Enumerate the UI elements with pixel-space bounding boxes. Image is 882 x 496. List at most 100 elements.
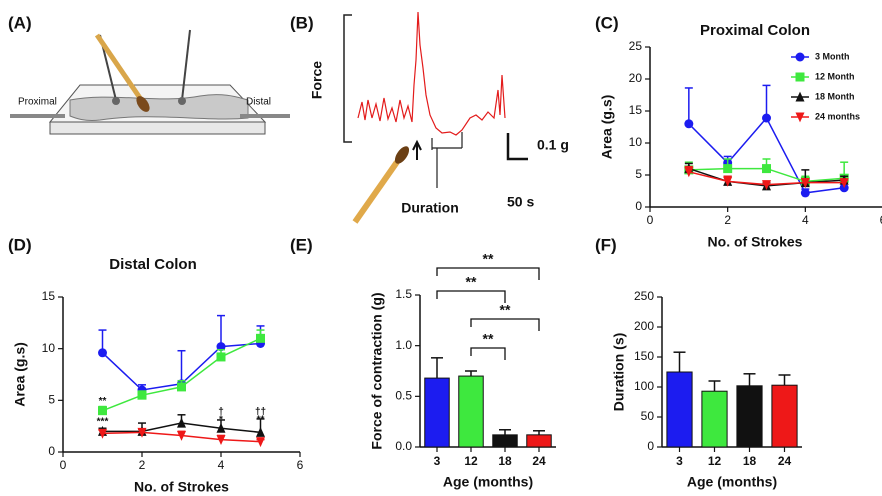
x-tick-label: 12 [464, 454, 478, 468]
annotation: ** [466, 274, 477, 290]
marker [216, 342, 226, 352]
y-tick-label: 15 [42, 289, 56, 303]
x-axis-label: No. of Strokes [134, 479, 229, 495]
x-tick-label: 0 [60, 458, 67, 472]
x-tick-label: 24 [532, 454, 546, 468]
bar [458, 375, 484, 448]
marker [98, 406, 107, 416]
y-tick-label: 200 [634, 319, 654, 333]
annotation: * [219, 415, 223, 426]
marker [800, 178, 810, 189]
force-trace [357, 11, 506, 136]
marker [684, 167, 694, 178]
x-tick-label: 24 [778, 454, 792, 468]
marker [98, 348, 107, 358]
x-axis-label: No. of Strokes [708, 234, 803, 250]
bar [771, 384, 798, 448]
legend-label: 12 Month [815, 71, 855, 81]
x-tick-label: 6 [880, 213, 882, 227]
legend-label: 3 Month [815, 51, 850, 61]
legend-label: 18 Month [815, 91, 855, 101]
x-tick-label: 6 [297, 458, 304, 472]
panel-label: (D) [8, 235, 32, 254]
x-tick-label: 18 [743, 454, 757, 468]
annotation: ** [257, 415, 265, 426]
marker [839, 178, 849, 189]
scale-bar [506, 133, 528, 161]
marker [216, 352, 226, 362]
marker [177, 430, 186, 441]
marker [177, 417, 186, 428]
marker [177, 382, 186, 392]
marker [137, 390, 147, 400]
duration-marker [431, 132, 463, 188]
panel-label: (C) [595, 13, 619, 32]
significance-bracket [436, 290, 506, 303]
x-tick-label: 3 [434, 454, 441, 468]
annotation: ** [483, 331, 494, 347]
x-tick-label: 2 [139, 458, 146, 472]
bar [424, 377, 450, 448]
y-tick-label: 10 [629, 135, 643, 149]
marker [256, 437, 265, 448]
tray-illustration [10, 29, 290, 135]
significance-bracket [470, 318, 540, 331]
y-tick-label: 50 [641, 409, 655, 423]
annotation: ** [99, 396, 107, 407]
x-tick-label: 18 [498, 454, 512, 468]
x-axis-label: Age (months) [687, 474, 777, 490]
marker [800, 188, 810, 198]
panel-label: (E) [290, 235, 313, 254]
marker [762, 164, 771, 174]
legend-marker [795, 91, 805, 102]
force-bracket [343, 14, 352, 143]
legend-marker [795, 112, 805, 123]
y-tick-label: 250 [634, 289, 654, 303]
panel-label: (A) [8, 13, 32, 32]
chart-title: Proximal Colon [700, 22, 810, 39]
legend-marker [795, 72, 805, 82]
y-tick-label: 150 [634, 349, 654, 363]
y-tick-label: 10 [42, 341, 56, 355]
marker [256, 426, 265, 437]
distal-label: Distal [246, 97, 271, 108]
annotation: †† [255, 406, 266, 417]
x-tick-label: 12 [708, 454, 722, 468]
annotation: ** [500, 302, 511, 318]
panel-label: (B) [290, 13, 314, 32]
y-axis-label: Duration (s) [611, 333, 627, 412]
legend-marker [795, 52, 805, 62]
y-tick-label: 100 [634, 379, 654, 393]
marker [723, 164, 733, 174]
force-label: Force [309, 61, 325, 99]
bar [526, 434, 552, 448]
annotation: *** [97, 417, 109, 428]
significance-bracket [436, 267, 540, 280]
y-tick-label: 0 [48, 444, 55, 458]
duration-label: Duration [401, 200, 459, 216]
y-tick-label: 15 [629, 103, 643, 117]
y-axis-label: Force of contraction (g) [369, 292, 385, 449]
y-tick-label: 5 [48, 393, 55, 407]
x-tick-label: 3 [676, 454, 683, 468]
annotation: ** [483, 251, 494, 267]
y-tick-label: 1.0 [395, 338, 412, 352]
y-tick-label: 5 [635, 167, 642, 181]
bar [701, 390, 728, 448]
y-tick-label: 25 [629, 39, 643, 53]
marker [762, 180, 771, 190]
marker [723, 176, 733, 187]
y-axis-label: Area (g.s) [599, 95, 615, 160]
y-axis-label: Area (g.s) [12, 342, 28, 407]
proximal-label: Proximal [18, 97, 57, 108]
chart-title: Distal Colon [109, 256, 197, 273]
x-tick-label: 0 [647, 213, 654, 227]
bar [666, 371, 693, 448]
x-tick-label: 2 [724, 213, 731, 227]
scale-x-label: 50 s [507, 194, 534, 210]
marker [216, 435, 226, 445]
marker [684, 119, 694, 129]
marker [256, 333, 265, 343]
x-tick-label: 4 [802, 213, 809, 227]
